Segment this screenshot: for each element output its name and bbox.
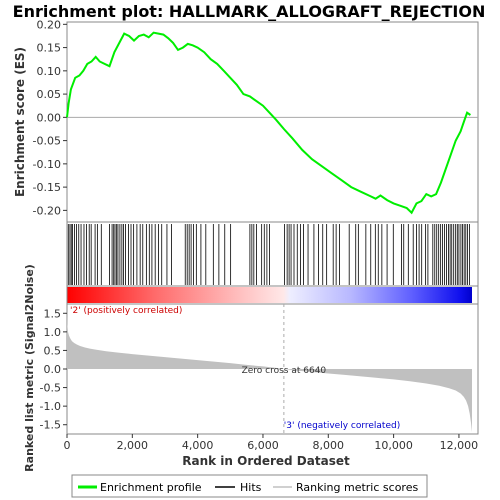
x-tick-label: 2,000	[117, 439, 149, 452]
legend: Enrichment profile Hits Ranking metric s…	[71, 474, 428, 498]
metric-y-tick-label: 1.5	[44, 307, 62, 320]
hits-panel-frame	[66, 221, 479, 287]
es-y-axis-label: Enrichment score (ES)	[13, 47, 27, 197]
metric-y-tick-label: -1.5	[40, 419, 61, 432]
x-tick-label: 8,000	[313, 439, 345, 452]
positive-correlation-label: '2' (positively correlated)	[70, 306, 182, 316]
x-tick-label: 4,000	[182, 439, 214, 452]
rank-color-bar	[67, 287, 472, 303]
hits-panel	[66, 221, 479, 287]
metric-y-tick-label: 0.5	[44, 344, 62, 357]
metric-y-axis: 1.5 1.0 0.5 0.0 -0.5 -1.0 -1.5	[40, 307, 67, 432]
es-y-tick-label: 0.00	[37, 111, 62, 124]
legend-label-hits: Hits	[240, 481, 262, 494]
x-tick-label: 6,000	[247, 439, 279, 452]
es-panel: 0.20 0.15 0.10 0.05 0.00 -0.05 -0.10 -0.15 -0.20…	[13, 18, 479, 223]
x-tick-label: 0	[64, 439, 71, 452]
es-y-tick-label: 0.10	[37, 65, 62, 78]
metric-panel: 1.5 1.0 0.5 0.0 -0.5 -1.0 -1.5 0 2,000 4,000 6,00…	[23, 264, 479, 472]
es-y-tick-label: -0.05	[33, 135, 61, 148]
es-y-tick-label: -0.20	[33, 204, 61, 217]
es-y-tick-label: 0.15	[37, 42, 62, 55]
metric-y-tick-label: -1.0	[40, 400, 61, 413]
es-y-tick-label: -0.10	[33, 158, 61, 171]
legend-frame	[71, 474, 428, 498]
negative-correlation-label: '3' (negatively correlated)	[284, 421, 400, 431]
x-tick-label: 12,000	[440, 439, 479, 452]
legend-label-ranking: Ranking metric scores	[296, 481, 418, 494]
chart-title: Enrichment plot: HALLMARK_ALLOGRAFT_REJE…	[13, 2, 486, 21]
es-y-tick-label: -0.15	[33, 181, 61, 194]
hit-markers	[67, 224, 470, 285]
metric-y-axis-label: Ranked list metric (Signal2Noise)	[23, 264, 36, 472]
es-y-axis: 0.20 0.15 0.10 0.05 0.00 -0.05 -0.10 -0.15 -0.20	[33, 18, 67, 217]
metric-x-axis: 0 2,000 4,000 6,000 8,000 10,000 12,000	[64, 434, 479, 452]
metric-y-tick-label: -0.5	[40, 382, 61, 395]
x-axis-label: Rank in Ordered Dataset	[182, 454, 350, 468]
metric-y-tick-label: 1.0	[44, 326, 62, 339]
legend-label-enrichment: Enrichment profile	[100, 481, 202, 494]
es-panel-frame	[66, 21, 479, 223]
es-y-tick-label: 0.05	[37, 88, 62, 101]
x-tick-label: 10,000	[374, 439, 413, 452]
zero-cross-label: Zero cross at 6640	[242, 366, 327, 376]
ranking-metric-area	[67, 309, 472, 433]
metric-y-tick-label: 0.0	[44, 363, 62, 376]
es-y-tick-label: 0.20	[37, 18, 62, 31]
enrichment-profile-line	[66, 31, 471, 215]
